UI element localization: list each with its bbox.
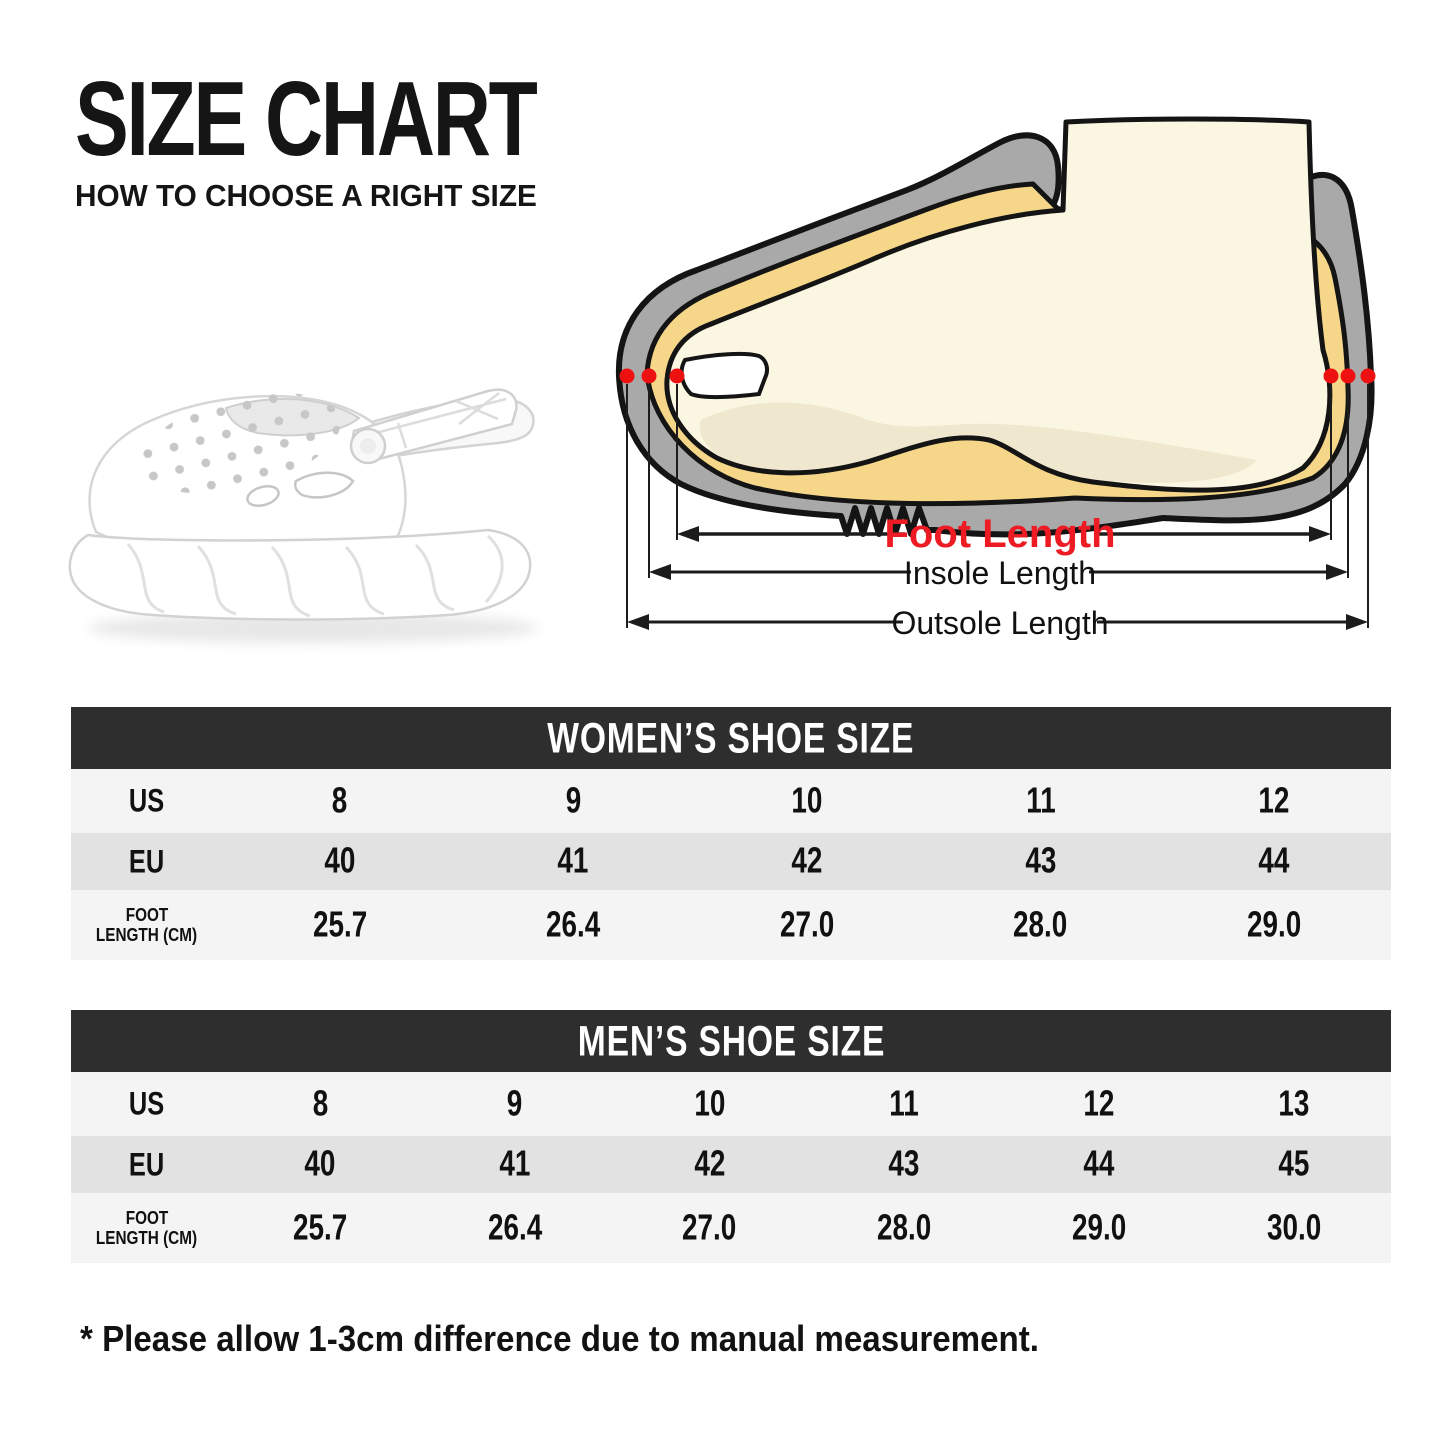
size-cell: 26.4 bbox=[487, 1207, 542, 1248]
size-cell: 26.4 bbox=[546, 904, 601, 945]
foot-measurement-diagram: Foot Length Insole Length Outsole Length bbox=[615, 116, 1376, 640]
size-cell: 9 bbox=[507, 1083, 523, 1124]
outsole-length-label: Outsole Length bbox=[891, 605, 1108, 640]
womens-table-title: WOMEN’S SHOE SIZE bbox=[547, 713, 915, 762]
shoe-sole bbox=[68, 528, 532, 621]
marker-dots bbox=[619, 368, 1376, 384]
size-cell: 28.0 bbox=[877, 1207, 932, 1248]
table-row-eu: EU 40 41 42 43 44 45 bbox=[71, 1136, 1391, 1193]
size-cell: 8 bbox=[312, 1083, 328, 1124]
mens-table-title: MEN’S SHOE SIZE bbox=[577, 1016, 885, 1065]
size-cell: 44 bbox=[1258, 841, 1290, 881]
size-cell: 8 bbox=[331, 780, 348, 821]
foot-and-leg bbox=[664, 116, 1333, 493]
size-cell: 40 bbox=[304, 1144, 336, 1184]
size-cell: 25.7 bbox=[293, 1207, 348, 1248]
size-cell: 43 bbox=[1025, 841, 1057, 881]
title-block: SIZE CHART HOW TO CHOOSE A RIGHT SIZE bbox=[75, 62, 681, 214]
page-subtitle: HOW TO CHOOSE A RIGHT SIZE bbox=[75, 178, 537, 214]
size-cell: 9 bbox=[565, 780, 582, 821]
womens-table-title-bar: WOMEN’S SHOE SIZE bbox=[71, 707, 1391, 769]
toenail bbox=[679, 351, 769, 399]
insole-length-label: Insole Length bbox=[904, 555, 1096, 591]
row-label-us: US bbox=[129, 782, 165, 819]
measurement-disclaimer: * Please allow 1-3cm difference due to m… bbox=[80, 1318, 1039, 1359]
size-cell: 11 bbox=[1025, 780, 1056, 821]
size-cell: 10 bbox=[791, 780, 823, 821]
product-shoe-image bbox=[68, 388, 538, 643]
page-title: SIZE CHART bbox=[75, 60, 538, 178]
foot-sole-shading bbox=[699, 402, 1257, 483]
size-cell: 41 bbox=[499, 1144, 531, 1184]
insole-length-arrow bbox=[649, 564, 1348, 580]
foot-length-arrow bbox=[677, 526, 1331, 542]
size-cell: 30.0 bbox=[1266, 1207, 1321, 1248]
table-row-us: US 8 9 10 11 12 bbox=[71, 769, 1391, 833]
outsole-length-arrow bbox=[627, 614, 1368, 630]
size-cell: 40 bbox=[324, 841, 356, 881]
mens-table-title-bar: MEN’S SHOE SIZE bbox=[71, 1010, 1391, 1072]
size-cell: 28.0 bbox=[1013, 904, 1068, 945]
row-label-foot-length: FOOT LENGTH (CM) bbox=[96, 1207, 198, 1248]
size-cell: 12 bbox=[1258, 780, 1290, 821]
size-cell: 41 bbox=[557, 841, 589, 881]
size-cell: 42 bbox=[791, 841, 823, 881]
side-vent-hole bbox=[246, 485, 280, 507]
size-cell: 11 bbox=[889, 1083, 919, 1124]
table-row-us: US 8 9 10 11 12 13 bbox=[71, 1072, 1391, 1136]
perforation-holes bbox=[139, 392, 341, 494]
foot-length-label: Foot Length bbox=[884, 512, 1115, 556]
mens-size-table: MEN’S SHOE SIZE US 8 9 10 11 12 13 EU 40… bbox=[71, 1010, 1391, 1263]
size-cell: 29.0 bbox=[1247, 904, 1302, 945]
size-cell: 12 bbox=[1083, 1083, 1115, 1124]
shoe-shadow bbox=[88, 613, 538, 643]
size-cell: 10 bbox=[694, 1083, 726, 1124]
side-vent-hole bbox=[294, 471, 355, 499]
measurement-guides bbox=[626, 384, 1369, 628]
size-cell: 27.0 bbox=[779, 904, 835, 945]
table-row-eu: EU 40 41 42 43 44 bbox=[71, 833, 1391, 890]
strap-emboss-lines bbox=[363, 392, 507, 449]
size-cell: 42 bbox=[694, 1144, 726, 1184]
womens-size-table: WOMEN’S SHOE SIZE US 8 9 10 11 12 EU 40 … bbox=[71, 707, 1391, 960]
row-label-foot-length: FOOT LENGTH (CM) bbox=[96, 904, 198, 945]
size-cell: 43 bbox=[888, 1144, 920, 1184]
size-cell: 29.0 bbox=[1071, 1207, 1127, 1248]
table-row-foot-length: FOOT LENGTH (CM) 25.7 26.4 27.0 28.0 29.… bbox=[71, 890, 1391, 960]
sole-sculpt-lines bbox=[126, 534, 504, 618]
size-cell: 27.0 bbox=[682, 1207, 737, 1248]
size-cell: 45 bbox=[1278, 1144, 1310, 1184]
strap-rivet-center bbox=[360, 438, 376, 454]
size-cell: 44 bbox=[1083, 1144, 1115, 1184]
row-label-eu: EU bbox=[129, 1145, 165, 1183]
row-label-eu: EU bbox=[129, 842, 165, 880]
size-cell: 25.7 bbox=[312, 904, 367, 945]
row-label-us: US bbox=[129, 1085, 165, 1122]
size-cell: 13 bbox=[1278, 1083, 1310, 1124]
table-row-foot-length: FOOT LENGTH (CM) 25.7 26.4 27.0 28.0 29.… bbox=[71, 1193, 1391, 1263]
